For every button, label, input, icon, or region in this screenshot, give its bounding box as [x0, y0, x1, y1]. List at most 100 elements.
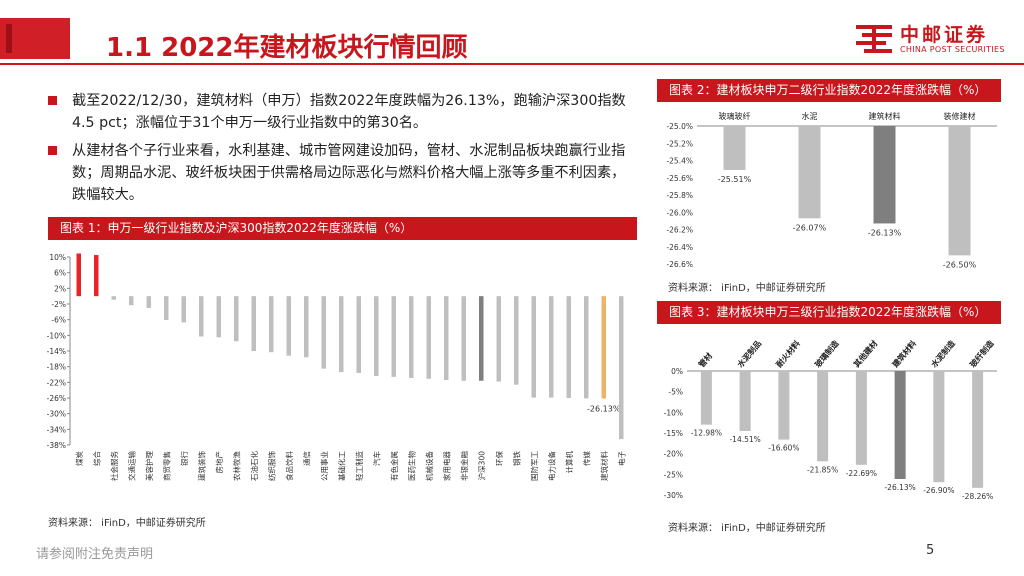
- chart1-y-tick-label: -34%: [47, 425, 66, 434]
- chart1-bar: [321, 296, 326, 369]
- chart3-data-label: -12.98%: [691, 429, 722, 438]
- chart2-data-label: -26.13%: [868, 228, 902, 237]
- chart1-bar: [164, 296, 169, 321]
- chart3-category-label: 建筑材料: [889, 338, 918, 370]
- chart3-data-label: -21.85%: [807, 465, 838, 474]
- chart1-y-tick-label: -2%: [51, 300, 66, 309]
- chart1-bar: [111, 296, 116, 300]
- chart3-data-label: -28.26%: [962, 492, 993, 501]
- chart2-y-tick-label: -25.4%: [666, 157, 693, 166]
- chart3-category-label: 耐火材料: [774, 338, 802, 369]
- chart3-data-label: -14.51%: [729, 435, 760, 444]
- chart2-bar: [798, 126, 821, 219]
- chart2-y-tick-label: -26.0%: [666, 208, 693, 217]
- chart3-bar: [700, 371, 712, 425]
- chart2-category-label: 装修建材: [944, 111, 976, 121]
- bullet-item: 截至2022/12/30，建筑材料（申万）指数2022年度跌幅为26.13%，跑…: [48, 90, 638, 134]
- chart3-y-tick-label: -25%: [664, 470, 683, 479]
- chart1-y-tick-label: 6%: [54, 269, 66, 278]
- chart2-y-tick-label: -25.6%: [666, 174, 693, 183]
- chart1-bar: [461, 296, 466, 381]
- chart1-bar: [269, 296, 274, 353]
- chart2-data-label: -26.50%: [943, 260, 977, 269]
- chart2-category-label: 玻璃玻纤: [719, 111, 751, 121]
- chart1-bar: [146, 296, 151, 308]
- chart1-bar: [304, 296, 309, 358]
- chart1-category-label: 建筑材料: [599, 451, 609, 481]
- chart1-bar: [374, 296, 379, 377]
- chart2-source: 资料来源： iFinD，中邮证券研究所: [668, 283, 826, 294]
- chart1-category-label: 计算机: [564, 451, 574, 474]
- chart1-category-label: 通信: [301, 451, 311, 466]
- chart3-bar: [778, 371, 790, 440]
- chart2-data-label: -26.07%: [793, 223, 827, 232]
- chart1-bar: [339, 296, 344, 373]
- chart1-plot: 10% 6% 2% -2% -6% -10% -14% -18% -22% -26% -30% -34…: [47, 253, 627, 481]
- chart2-category-label: 水泥: [802, 111, 818, 121]
- chart3-data-label: -22.69%: [846, 469, 877, 478]
- chart3-source: 资料来源： iFinD，中邮证券研究所: [668, 523, 826, 534]
- chart1-bar: [251, 296, 256, 351]
- disclaimer-note: 请参阅附注免责声明: [36, 547, 154, 562]
- chart3-bar: [972, 371, 984, 488]
- bullet-square-icon: [48, 146, 57, 155]
- chart1-bar: [234, 296, 239, 342]
- chart2-y-tick-label: -25.2%: [666, 139, 693, 148]
- chart1-y-tick-label: -18%: [47, 363, 66, 372]
- chart1-category-label: 基础化工: [336, 451, 346, 481]
- chart2-data-label: -25.51%: [718, 175, 752, 184]
- chart3-bar: [817, 371, 829, 462]
- chart1-category-label: 美容护理: [144, 451, 154, 481]
- chart1-category-label: 农林牧渔: [231, 451, 241, 481]
- chart1-category-label: 房地产: [214, 451, 224, 474]
- chart1-category-label: 交通运输: [126, 451, 136, 481]
- brand-name-cn: 中邮证券: [900, 24, 989, 46]
- chart1-category-label: 非银金融: [459, 451, 469, 481]
- bullet-item: 从建材各个子行业来看，水利基建、城市管网建设加码，管材、水泥制品板块跑赢行业指数…: [48, 140, 638, 206]
- bullet-text: 从建材各个子行业来看，水利基建、城市管网建设加码，管材、水泥制品板块跑赢行业指数…: [72, 143, 626, 203]
- chart1-bar: [514, 296, 519, 385]
- chart1-category-label: 银行: [179, 451, 189, 466]
- chart3-y-tick-label: 0%: [671, 367, 683, 376]
- chart3-category-label: 水泥制品: [734, 338, 763, 370]
- chart1-y-tick-label: -6%: [51, 316, 66, 325]
- chart2-y-tick-label: -26.2%: [666, 226, 693, 235]
- header-accent-stripe: [6, 24, 12, 53]
- chart1-bar: [444, 296, 449, 380]
- chart1-category-label: 医药生物: [406, 451, 416, 481]
- chart1-bar: [94, 255, 99, 297]
- chart1-category-label: 建筑装饰: [196, 451, 206, 481]
- chart3-category-label: 管材: [696, 351, 714, 370]
- chart2-bar: [873, 126, 896, 224]
- chart3-data-label: -26.90%: [923, 486, 954, 495]
- chart1-title: 图表 1：申万一级行业指数及沪深300指数2022年度涨跌幅（%）: [48, 217, 637, 240]
- chart2-y-tick-label: -25.0%: [666, 122, 693, 131]
- chart1-category-label: 有色金属: [389, 451, 399, 481]
- chart3-y-tick-label: -10%: [664, 408, 683, 417]
- chart1-source: 资料来源： iFinD，中邮证券研究所: [48, 518, 206, 529]
- chart1-y-tick-label: 10%: [49, 253, 66, 262]
- chart1-bar: [584, 296, 589, 399]
- chart3-y-tick-label: -30%: [664, 491, 683, 500]
- chart1-y-tick-label: -26%: [47, 394, 66, 403]
- chart3-bar: [933, 371, 945, 483]
- chart2-bar: [723, 126, 746, 170]
- chart1-category-label: 沪深300: [476, 451, 486, 481]
- chart3-category-label: 玻纤制造: [967, 338, 995, 369]
- header-divider: [0, 63, 1024, 65]
- chart1-category-label: 家用电器: [441, 451, 451, 481]
- chart3-y-tick-label: -5%: [668, 388, 683, 397]
- chart2-y-tick-label: -26.4%: [666, 243, 693, 252]
- chart1-bar: [199, 296, 204, 337]
- chart3-category-label: 玻璃制造: [812, 338, 840, 369]
- chart1-y-tick-label: -30%: [47, 410, 66, 419]
- chart1-bar: [496, 296, 501, 382]
- chart1-category-label: 电子: [616, 451, 626, 466]
- page-title: 1.1 2022年建材板块行情回顾: [106, 33, 468, 63]
- chart1-category-label: 煤炭: [74, 451, 84, 466]
- chart1-y-tick-label: -22%: [47, 378, 66, 387]
- chart1-category-label: 环保: [495, 451, 504, 466]
- chart2-bar: [948, 126, 971, 256]
- chart1-category-label: 纺织服饰: [266, 451, 276, 481]
- chart1-y-tick-label: -14%: [47, 347, 66, 356]
